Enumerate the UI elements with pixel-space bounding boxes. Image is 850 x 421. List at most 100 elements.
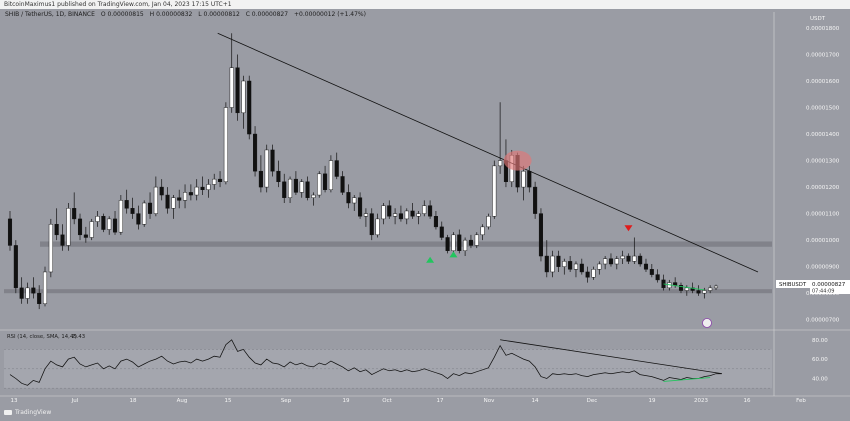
candle-body	[311, 194, 316, 198]
candle-body	[153, 186, 158, 214]
price-tick-label: 0.00001800	[806, 26, 840, 32]
candle-body	[346, 192, 351, 204]
candle-body	[340, 176, 345, 193]
change-value: +0.00000012 (+1.47%)	[294, 11, 366, 18]
price-axis: USDT 0.00001800 0.00001700 0.00001600 0.0000…	[776, 16, 850, 324]
candle-body	[428, 205, 433, 217]
candle-body	[107, 218, 112, 230]
rsi-value: 45.43	[70, 334, 85, 340]
candle-body	[480, 226, 485, 236]
candle-body	[486, 216, 491, 228]
rsi-tick-label: 80.00	[812, 338, 828, 344]
candle-body	[393, 213, 398, 217]
close-value: C 0.00000827	[245, 11, 289, 18]
time-tick-label: Nov	[484, 398, 495, 404]
publisher-bar: BitcoinMaximus1 published on TradingView…	[0, 0, 850, 9]
candle-body	[521, 170, 526, 188]
time-tick-label: 15	[225, 398, 232, 404]
candle-body	[433, 216, 438, 228]
candle-body	[684, 287, 689, 291]
candle-body	[562, 261, 567, 267]
candle-body	[200, 186, 205, 190]
candle-body	[288, 178, 293, 198]
candle-body	[369, 213, 374, 236]
candle-body	[270, 149, 275, 172]
symbol-label[interactable]: SHIB / TetherUS, 1D, BINANCE	[5, 11, 95, 18]
chart-grid	[0, 12, 850, 397]
candle-body	[323, 173, 328, 190]
candle-body	[177, 197, 182, 201]
candle-body	[463, 239, 468, 251]
green-up-arrow-icon	[449, 251, 458, 258]
candle-body	[147, 202, 153, 214]
price-tag-value: 0.00000827	[812, 282, 846, 288]
candle-body	[533, 186, 538, 214]
candle-body	[375, 218, 380, 236]
candle-body	[643, 263, 649, 270]
time-tick-label: 19	[343, 398, 350, 404]
candle-body	[416, 213, 421, 217]
price-tick-label: 0.00001200	[806, 185, 840, 191]
candle-body	[702, 290, 707, 294]
time-tick-label: 17	[437, 398, 444, 404]
candle-body	[212, 178, 217, 185]
candle-body	[112, 218, 118, 233]
time-tick-label: Sep	[281, 398, 292, 404]
candle-body	[696, 290, 701, 294]
candle-body	[253, 133, 258, 172]
publisher-text: BitcoinMaximus1 published on TradingView…	[4, 1, 232, 8]
candles	[7, 33, 719, 310]
price-tick-label: 0.00001100	[806, 212, 840, 218]
candle-body	[608, 258, 614, 265]
time-tick-label: Aug	[177, 398, 188, 404]
rsi-label: RSI (14, close, SMA, 14, 2)	[7, 334, 77, 340]
candle-body	[171, 197, 176, 209]
candle-body	[708, 287, 713, 291]
event-icon	[702, 318, 712, 328]
price-divergence-line	[663, 283, 705, 291]
candle-body	[422, 205, 427, 214]
candle-body	[538, 213, 543, 257]
candle-body	[48, 223, 53, 273]
candle-body	[229, 67, 234, 108]
candle-body	[299, 181, 304, 193]
candle-body	[358, 197, 363, 217]
time-tick-label: 14	[532, 398, 539, 404]
candle-body	[136, 213, 141, 225]
time-tick-label: 19	[649, 398, 656, 404]
candle-body	[457, 234, 462, 251]
candle-body	[37, 292, 42, 305]
rsi-tick-label: 40.00	[812, 377, 828, 383]
candle-body	[492, 165, 497, 217]
candle-body	[614, 258, 619, 265]
price-tag-box	[810, 280, 850, 295]
candle-body	[404, 210, 409, 220]
candle-body	[42, 271, 48, 305]
time-tick-label: 18	[130, 398, 137, 404]
support-zone	[40, 241, 772, 247]
candle-body	[293, 178, 298, 193]
candle-body	[305, 181, 310, 198]
price-tick-label: 0.00000800	[806, 291, 840, 297]
candle-body	[183, 192, 188, 201]
candle-body	[439, 226, 444, 238]
tradingview-logo-icon	[4, 410, 12, 415]
support-zone	[4, 289, 772, 294]
candle-body	[544, 255, 549, 273]
tradingview-logo: TradingView	[4, 409, 51, 416]
candle-body	[264, 149, 269, 188]
candle-body	[573, 263, 579, 270]
candle-body	[445, 237, 450, 251]
price-tag-symbol: SHIBUSDT	[779, 282, 807, 288]
rsi-trendline	[500, 339, 722, 375]
price-tick-label: 0.00001700	[806, 52, 840, 58]
candle-body	[188, 192, 193, 196]
currency-label: USDT	[810, 16, 826, 22]
red-down-arrow-icon	[624, 225, 633, 232]
open-value: O 0.00000815	[100, 11, 144, 18]
candle-body	[328, 160, 333, 190]
rsi-line	[9, 339, 722, 386]
candle-body	[550, 255, 555, 273]
